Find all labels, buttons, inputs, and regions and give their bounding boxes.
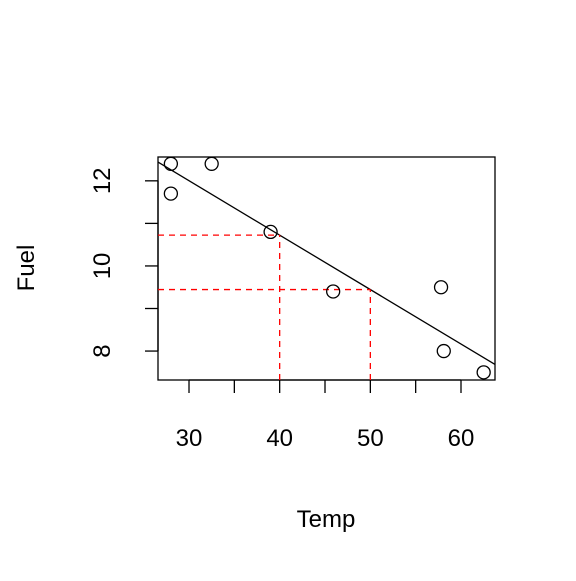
point: [326, 284, 341, 299]
x-tick-label: 40: [266, 425, 293, 452]
point: [436, 343, 451, 359]
point: [263, 224, 278, 240]
y-axis-label: Fuel: [13, 245, 40, 292]
point: [433, 280, 449, 295]
x-axis-label: Temp: [297, 506, 356, 533]
point: [163, 156, 179, 171]
x-tick-label: 60: [448, 425, 475, 452]
x-tick-label: 50: [357, 425, 384, 452]
regression-line: [157, 161, 496, 365]
point: [476, 365, 491, 380]
y-tick-label: 12: [89, 167, 116, 194]
plot-box: [157, 156, 496, 381]
y-tick-label: 10: [89, 253, 116, 280]
y-tick-label: 8: [89, 344, 116, 357]
point: [163, 186, 179, 201]
x-tick-label: 30: [176, 425, 203, 452]
point: [204, 156, 219, 171]
